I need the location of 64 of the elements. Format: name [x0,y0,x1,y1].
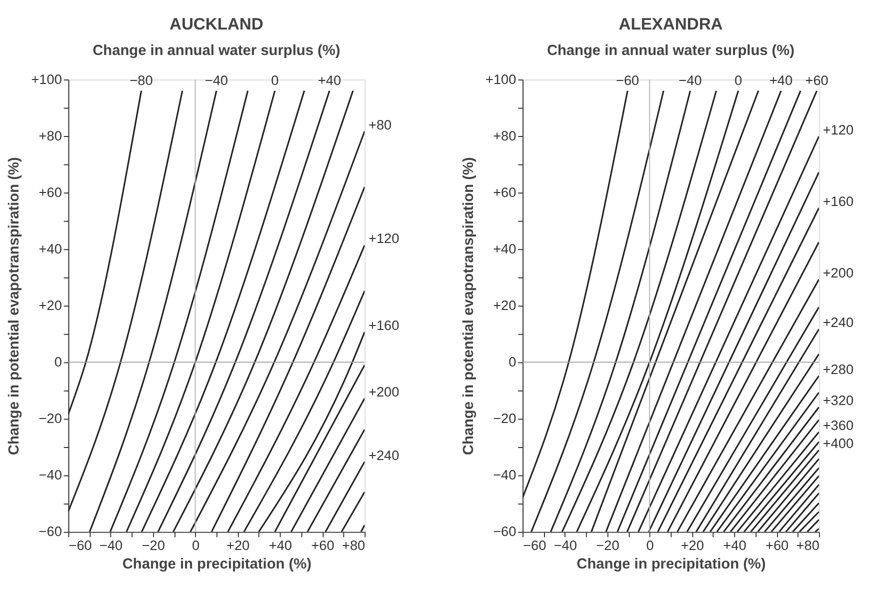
x-tick-label: +60 [311,538,335,553]
y-axis-title: Change in potential evapotranspiration (%) [460,157,477,456]
annotation: −40 [204,72,228,88]
x-tick-label: −20 [596,538,620,553]
x-tick-label: +60 [766,538,790,553]
annotation: +200 [368,384,400,400]
x-tick-label: −60 [523,538,547,553]
x-tick-label: −20 [142,538,166,553]
x-tick-label: +80 [796,538,820,553]
chart-subtitle: Change in annual water surplus (%) [92,43,340,60]
annotation: +120 [368,231,400,246]
x-tick-label: −60 [68,538,92,553]
y-tick-label: 0 [54,354,62,370]
annotation: +120 [822,122,854,138]
annotation: +240 [822,315,854,330]
annotation: +240 [368,448,400,463]
y-tick-label: +60 [493,184,517,200]
chart-title: ALEXANDRA [618,14,723,34]
y-tick-label: −60 [38,524,62,540]
x-tick-label: 0 [192,538,200,553]
x-tick-label: +40 [268,538,292,553]
x-tick-label: +80 [342,538,366,553]
annotation: 0 [271,72,280,88]
y-tick-label: +40 [493,241,517,256]
annotation: +160 [368,318,400,333]
y-tick-label: +100 [486,72,517,87]
y-tick-label: +60 [38,184,62,200]
x-axis-title: Change in precipitation (%) [122,556,312,572]
annotation: +200 [822,265,854,280]
y-tick-label: +80 [38,128,62,144]
x-tick-label: 0 [646,538,654,553]
y-tick-label: +20 [493,298,517,314]
x-tick-label: −40 [554,538,578,553]
annotation: +60 [805,72,829,88]
y-tick-label: −20 [38,411,62,426]
annotation: +280 [822,362,854,377]
y-tick-label: +40 [38,241,62,256]
x-tick-label: +40 [723,538,747,553]
x-tick-label: +20 [680,538,704,553]
annotation: +80 [368,117,392,132]
annotation: +40 [318,72,342,88]
y-tick-label: +100 [31,72,62,87]
x-tick-label: +20 [226,538,250,553]
y-tick-label: −60 [493,524,517,540]
annotation: +160 [822,194,854,209]
annotation: −40 [678,72,702,88]
y-tick-label: +20 [38,298,62,314]
y-tick-label: −40 [493,468,517,483]
chart-subtitle: Change in annual water surplus (%) [546,43,795,60]
annotation: 0 [734,72,742,88]
annotation: +400 [822,436,854,452]
x-axis-title: Change in precipitation (%) [576,556,766,572]
y-tick-label: 0 [508,354,517,370]
annotation: −60 [616,72,640,88]
annotation: +40 [769,72,794,88]
y-tick-label: −20 [493,411,517,426]
y-axis-title: Change in potential evapotranspiration (%) [6,157,22,456]
annotation: −80 [130,72,154,88]
y-tick-label: +80 [493,128,517,144]
annotation: +320 [822,393,854,408]
annotation: +360 [822,418,854,434]
y-tick-label: −40 [38,468,62,483]
x-tick-label: −40 [100,538,124,553]
chart-title: AUCKLAND [170,14,264,34]
